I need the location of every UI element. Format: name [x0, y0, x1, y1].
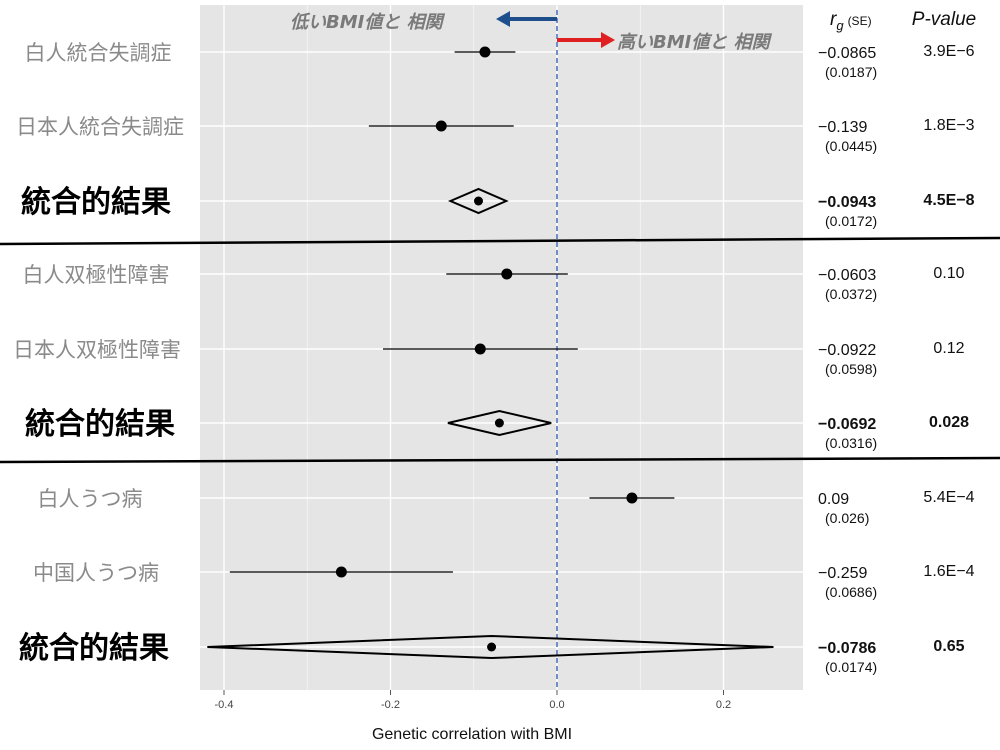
row-label-4: 日本人双極性障害	[13, 338, 181, 362]
x-tick-label-3: 0.2	[716, 699, 731, 711]
se-value-7: (0.0686)	[825, 584, 877, 600]
se-value-3: (0.0372)	[825, 286, 877, 302]
point-estimate-1	[435, 120, 447, 132]
se-value-4: (0.0598)	[825, 361, 877, 377]
rg-value-3: −0.0603	[818, 267, 876, 284]
p-value-2: 4.5E−8	[923, 192, 974, 209]
point-estimate-3	[501, 268, 513, 280]
group-divider-1	[0, 456, 1000, 464]
header-rg: rg (SE)	[830, 9, 872, 33]
p-value-4: 0.12	[933, 340, 964, 357]
annotation-higher-bmi: 高いBMI値と 相関	[617, 32, 773, 53]
pooled-point-5	[494, 418, 504, 428]
arrow-higher-bmi-icon	[601, 32, 615, 48]
header-rg-symbol: r	[830, 9, 837, 30]
se-value-6: (0.026)	[825, 510, 869, 526]
point-estimate-4	[474, 343, 486, 355]
x-tick-label-0: -0.4	[215, 699, 234, 711]
header-rg-se: (SE)	[848, 14, 872, 28]
p-value-1: 1.8E−3	[923, 117, 974, 134]
arrow-lower-bmi-icon	[496, 11, 510, 27]
p-value-3: 0.10	[933, 265, 964, 282]
plot-panel	[200, 5, 803, 690]
x-axis-ticks: -0.4 -0.2 0.0 0.2	[215, 690, 731, 711]
pooled-diamond-8	[207, 634, 774, 660]
rg-value-6: 0.09	[818, 491, 849, 508]
p-value-6: 5.4E−4	[923, 489, 974, 506]
row-label-0: 白人統合失調症	[25, 41, 172, 65]
se-value-2: (0.0172)	[825, 213, 877, 229]
row-label-5: 統合的結果	[25, 407, 175, 442]
pooled-point-8	[487, 642, 497, 652]
group-divider-0	[0, 236, 1000, 246]
row-label-6: 白人うつ病	[38, 487, 143, 511]
se-value-1: (0.0445)	[825, 138, 877, 154]
se-value-8: (0.0174)	[825, 659, 877, 675]
header-p-value: P-value	[912, 9, 976, 30]
p-value-0: 3.9E−6	[923, 43, 974, 60]
pooled-diamond-5	[447, 409, 552, 437]
p-value-5: 0.028	[929, 414, 969, 431]
point-estimate-6	[626, 492, 638, 504]
rg-value-2: −0.0943	[818, 194, 876, 211]
pooled-point-2	[473, 196, 483, 206]
p-value-8: 0.65	[933, 638, 964, 655]
p-value-7: 1.6E−4	[923, 563, 974, 580]
value-columns: −0.0865 (0.0187) 3.9E−6 −0.139 (0.0445) 1.8E−…	[818, 43, 975, 675]
rg-value-8: −0.0786	[818, 640, 876, 657]
row-label-7: 中国人うつ病	[33, 561, 159, 585]
se-value-0: (0.0187)	[825, 64, 877, 80]
estimate-marks	[207, 46, 774, 660]
se-value-5: (0.0316)	[825, 435, 877, 451]
pooled-diamond-2	[447, 187, 509, 215]
point-estimate-0	[479, 46, 491, 58]
x-axis-label: Genetic correlation with BMI	[372, 726, 572, 743]
row-label-2: 統合的結果	[21, 185, 171, 220]
header-rg-subscript: g	[836, 18, 844, 33]
row-label-8: 統合的結果	[19, 631, 169, 666]
rg-value-7: −0.259	[818, 565, 867, 582]
rg-value-0: −0.0865	[818, 45, 876, 62]
row-label-3: 白人双極性障害	[23, 263, 170, 287]
row-labels: 白人統合失調症日本人統合失調症統合的結果白人双極性障害日本人双極性障害統合的結果…	[13, 41, 184, 666]
point-estimate-7	[335, 566, 347, 578]
annotation-lower-bmi: 低いBMI値と 相関	[290, 12, 446, 33]
row-label-1: 日本人統合失調症	[16, 115, 184, 139]
x-tick-label-2: 0.0	[549, 699, 564, 711]
x-tick-label-1: -0.2	[381, 699, 400, 711]
rg-value-1: −0.139	[818, 119, 867, 136]
rg-value-4: −0.0922	[818, 342, 876, 359]
group-dividers	[0, 236, 1000, 464]
rg-value-5: −0.0692	[818, 416, 876, 433]
